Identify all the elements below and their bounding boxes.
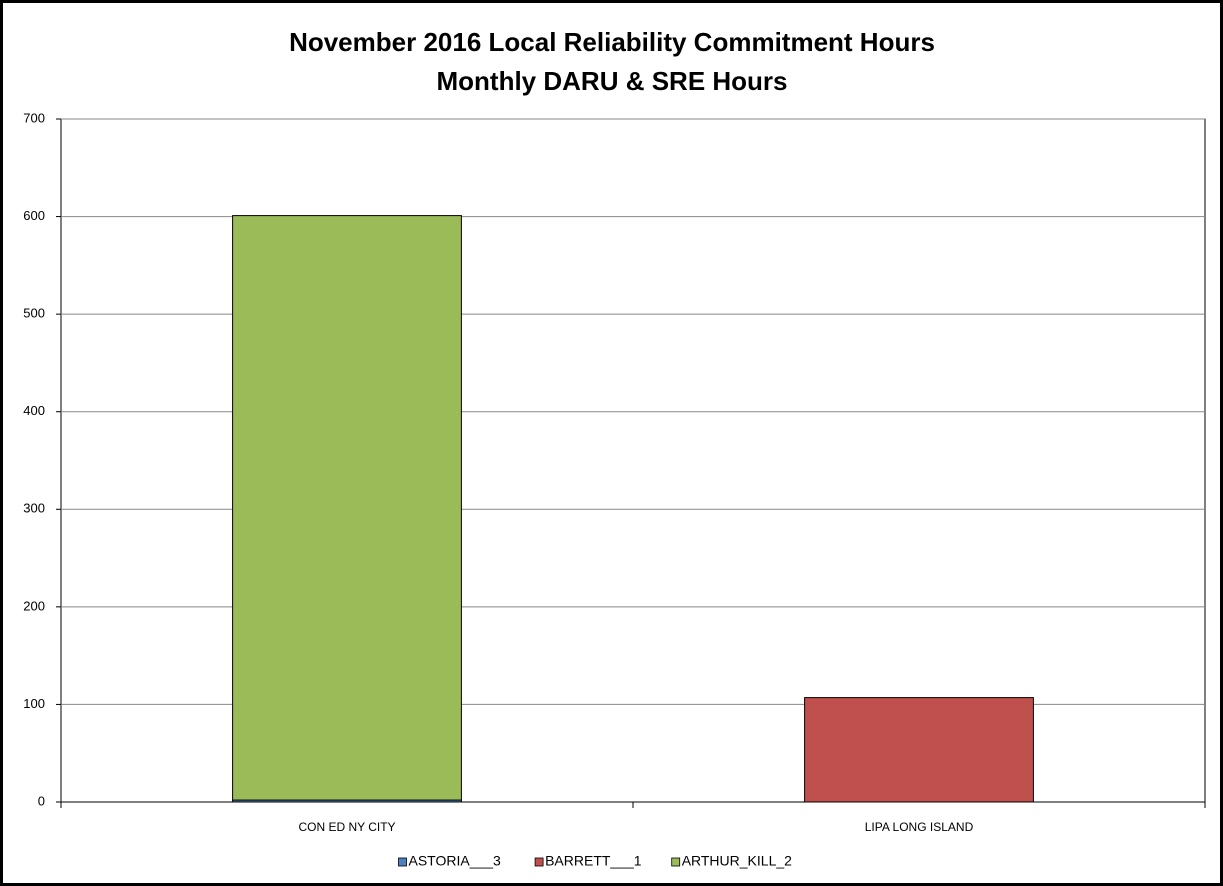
bar-segment bbox=[232, 215, 462, 801]
y-tick-label: 400 bbox=[23, 403, 45, 418]
y-tick-label: 700 bbox=[23, 110, 45, 125]
y-tick-label: 300 bbox=[23, 501, 45, 516]
y-tick-label: 100 bbox=[23, 696, 45, 711]
legend-label: ASTORIA___3 bbox=[409, 853, 502, 869]
legend-swatch bbox=[534, 857, 544, 867]
y-tick-label: 600 bbox=[23, 208, 45, 223]
y-tick-label: 200 bbox=[23, 598, 45, 613]
chart-title: November 2016 Local Reliability Commitme… bbox=[289, 27, 935, 57]
legend-label: BARRETT___1 bbox=[545, 853, 642, 869]
x-tick-label: CON ED NY CITY bbox=[298, 820, 395, 834]
legend-swatch bbox=[671, 857, 681, 867]
x-tick-label: LIPA LONG ISLAND bbox=[865, 820, 974, 834]
legend-label: ARTHUR_KILL_2 bbox=[682, 853, 792, 869]
legend-swatch bbox=[398, 857, 407, 867]
bar-segment bbox=[804, 697, 1034, 803]
chart-subtitle: Monthly DARU & SRE Hours bbox=[437, 66, 788, 96]
y-tick-label: 500 bbox=[23, 306, 45, 321]
y-tick-label: 0 bbox=[38, 793, 45, 808]
